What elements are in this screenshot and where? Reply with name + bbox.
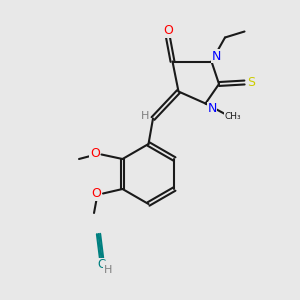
Text: O: O — [163, 24, 173, 38]
Text: N: N — [211, 50, 221, 63]
Text: H: H — [104, 265, 112, 275]
Text: O: O — [90, 146, 100, 160]
Text: C: C — [98, 258, 106, 271]
Text: O: O — [92, 187, 101, 200]
Text: S: S — [247, 76, 255, 89]
Text: CH₃: CH₃ — [224, 112, 241, 122]
Text: H: H — [140, 110, 149, 121]
Text: N: N — [207, 102, 217, 116]
